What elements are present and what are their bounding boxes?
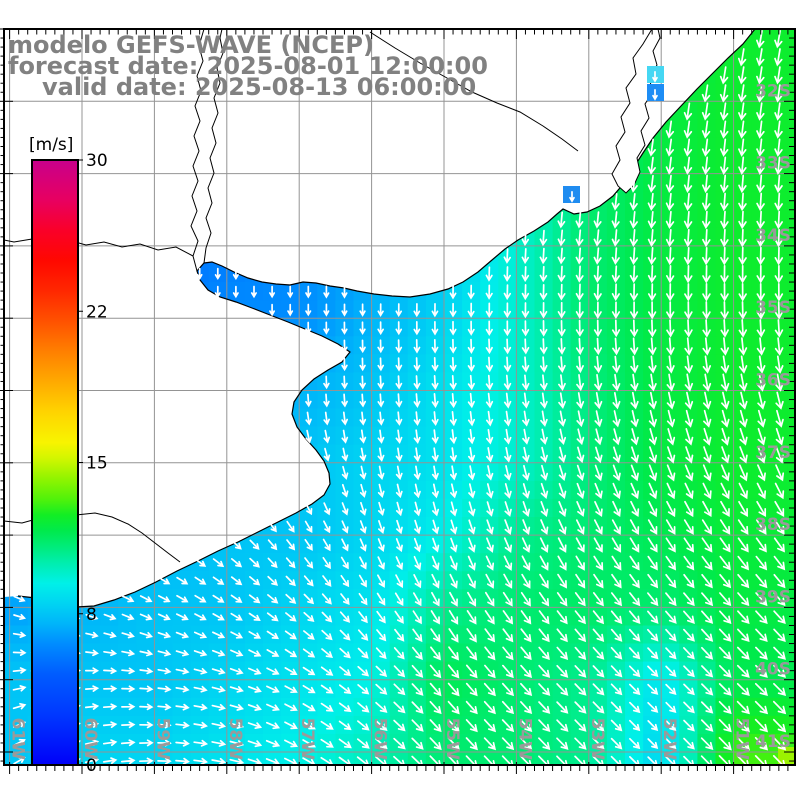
colorbar-unit: [m/s] <box>29 135 73 155</box>
lat-label: 32S <box>755 81 791 101</box>
lon-label: 57W <box>297 718 317 761</box>
lat-label: 41S <box>755 732 791 752</box>
wave-direction-arrows <box>12 30 787 765</box>
colorbar: [m/s] 30 22 15 8 0 <box>29 135 108 776</box>
model-title: modelo GEFS-WAVE (NCEP) <box>8 31 374 59</box>
lat-label: 35S <box>755 298 791 318</box>
lon-label: 54W <box>514 718 534 761</box>
colorbar-tick-label: 30 <box>86 151 108 171</box>
colorbar-tick-label: 22 <box>86 302 108 322</box>
colorbar-tick-label: 8 <box>86 605 97 625</box>
lat-label: 34S <box>755 226 791 246</box>
graticule-layer <box>4 29 795 765</box>
colorbar-tick-label: 0 <box>86 756 97 776</box>
lat-label: 40S <box>755 660 791 680</box>
axis-labels: 32S 33S 34S 35S 36S 37S 38S 39S 40S 41S 61W 60W 59W 5… <box>8 81 791 760</box>
axis-ticks <box>0 28 795 774</box>
lat-label: 36S <box>755 371 791 391</box>
valid-date: valid date: 2025-08-13 06:00:00 <box>42 73 477 101</box>
lon-label: 58W <box>225 718 245 761</box>
lon-label: 60W <box>80 718 100 761</box>
lon-label: 53W <box>587 718 607 761</box>
lat-label: 39S <box>755 587 791 607</box>
lat-label: 33S <box>755 154 791 174</box>
lon-label: 52W <box>659 718 679 761</box>
lat-label: 37S <box>755 443 791 463</box>
forecast-date: forecast date: 2025-08-01 12:00:00 <box>8 52 488 80</box>
colorbar-tick-label: 15 <box>86 454 108 474</box>
lon-label: 55W <box>442 718 462 761</box>
lon-label: 51W <box>732 718 752 761</box>
lon-label: 56W <box>370 718 390 761</box>
lon-label: 59W <box>152 718 172 761</box>
map-frame <box>3 28 796 766</box>
lon-label: 61W <box>8 718 28 761</box>
lat-label: 38S <box>755 515 791 535</box>
